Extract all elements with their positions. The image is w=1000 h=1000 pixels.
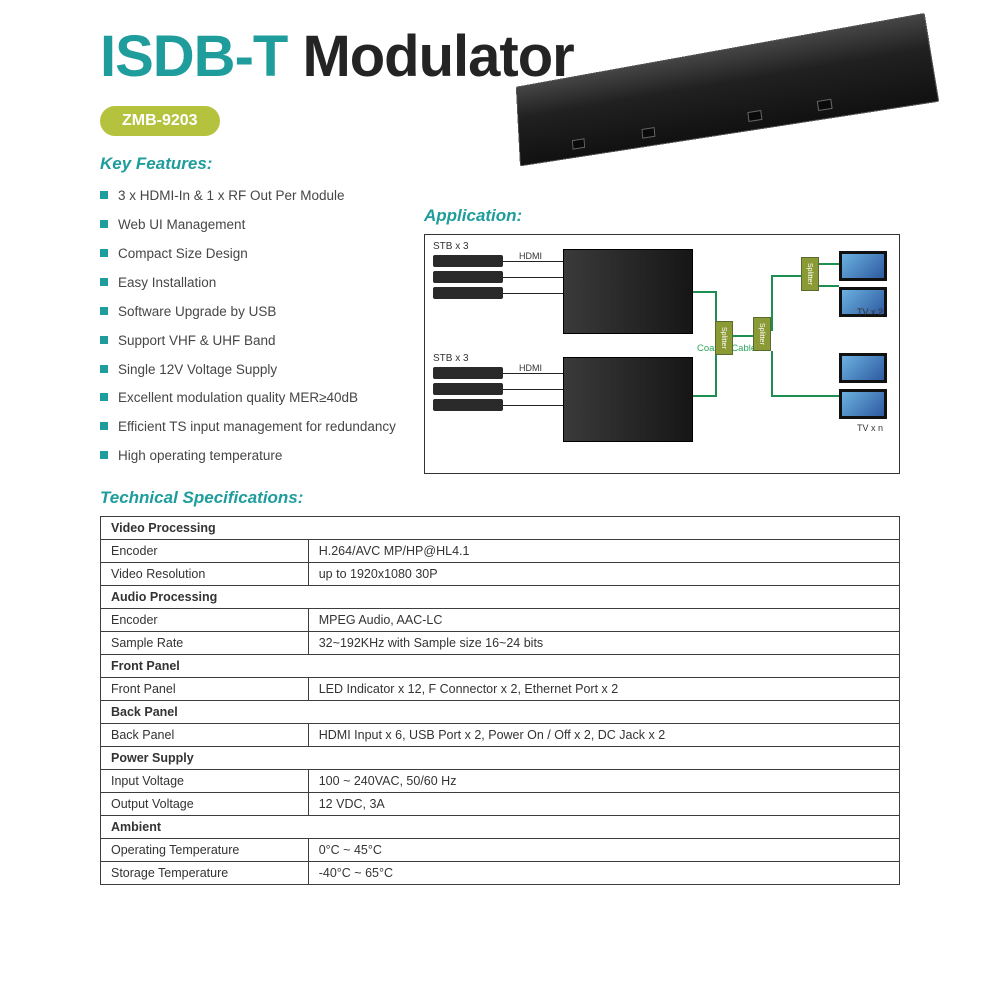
spec-group-header: Audio Processing [101,586,900,609]
tv-label: TV x n [857,423,883,433]
feature-item: Excellent modulation quality MER≥40dB [100,384,400,413]
specs-heading: Technical Specifications: [100,488,900,508]
hdmi-label: HDMI [519,251,542,261]
splitter: Splitter [715,321,733,355]
spec-value: -40°C ~ 65°C [308,862,899,885]
feature-item: High operating temperature [100,442,400,471]
tv-icon [839,251,887,281]
feature-item: Software Upgrade by USB [100,298,400,327]
feature-item: Easy Installation [100,269,400,298]
splitter: Splitter [801,257,819,291]
spec-value: 12 VDC, 3A [308,793,899,816]
application-diagram: STB x 3 HDMI STB x 3 HDMI [424,234,900,474]
spec-group-header: Video Processing [101,517,900,540]
tv-icon [839,353,887,383]
model-badge: ZMB-9203 [100,106,220,136]
spec-key: Output Voltage [101,793,309,816]
hdmi-label: HDMI [519,363,542,373]
spec-key: Storage Temperature [101,862,309,885]
tv-icon [839,389,887,419]
features-list: 3 x HDMI-In & 1 x RF Out Per Module Web … [100,182,400,471]
spec-key: Front Panel [101,678,309,701]
stb-label: STB x 3 [433,241,469,252]
feature-item: Compact Size Design [100,240,400,269]
spec-table: Video ProcessingEncoderH.264/AVC MP/HP@H… [100,516,900,885]
spec-key: Encoder [101,540,309,563]
feature-item: Support VHF & UHF Band [100,327,400,356]
spec-value: 100 ~ 240VAC, 50/60 Hz [308,770,899,793]
spec-value: 32~192KHz with Sample size 16~24 bits [308,632,899,655]
spec-key: Back Panel [101,724,309,747]
feature-item: Web UI Management [100,211,400,240]
spec-value: MPEG Audio, AAC-LC [308,609,899,632]
spec-group-header: Power Supply [101,747,900,770]
spec-value: HDMI Input x 6, USB Port x 2, Power On /… [308,724,899,747]
spec-value: LED Indicator x 12, F Connector x 2, Eth… [308,678,899,701]
stb-label: STB x 3 [433,353,469,364]
tv-label: TV x 2 [857,307,883,317]
title-accent: ISDB-T [100,24,287,89]
spec-group-header: Ambient [101,816,900,839]
splitter: Splitter [753,317,771,351]
spec-key: Input Voltage [101,770,309,793]
spec-key: Sample Rate [101,632,309,655]
feature-item: Efficient TS input management for redund… [100,413,400,442]
spec-key: Encoder [101,609,309,632]
spec-value: 0°C ~ 45°C [308,839,899,862]
features-heading: Key Features: [100,154,400,174]
spec-value: up to 1920x1080 30P [308,563,899,586]
application-heading: Application: [424,206,900,226]
spec-value: H.264/AVC MP/HP@HL4.1 [308,540,899,563]
modulator-block [563,357,693,442]
spec-group-header: Back Panel [101,701,900,724]
feature-item: Single 12V Voltage Supply [100,356,400,385]
spec-group-header: Front Panel [101,655,900,678]
feature-item: 3 x HDMI-In & 1 x RF Out Per Module [100,182,400,211]
modulator-block [563,249,693,334]
spec-key: Operating Temperature [101,839,309,862]
spec-key: Video Resolution [101,563,309,586]
